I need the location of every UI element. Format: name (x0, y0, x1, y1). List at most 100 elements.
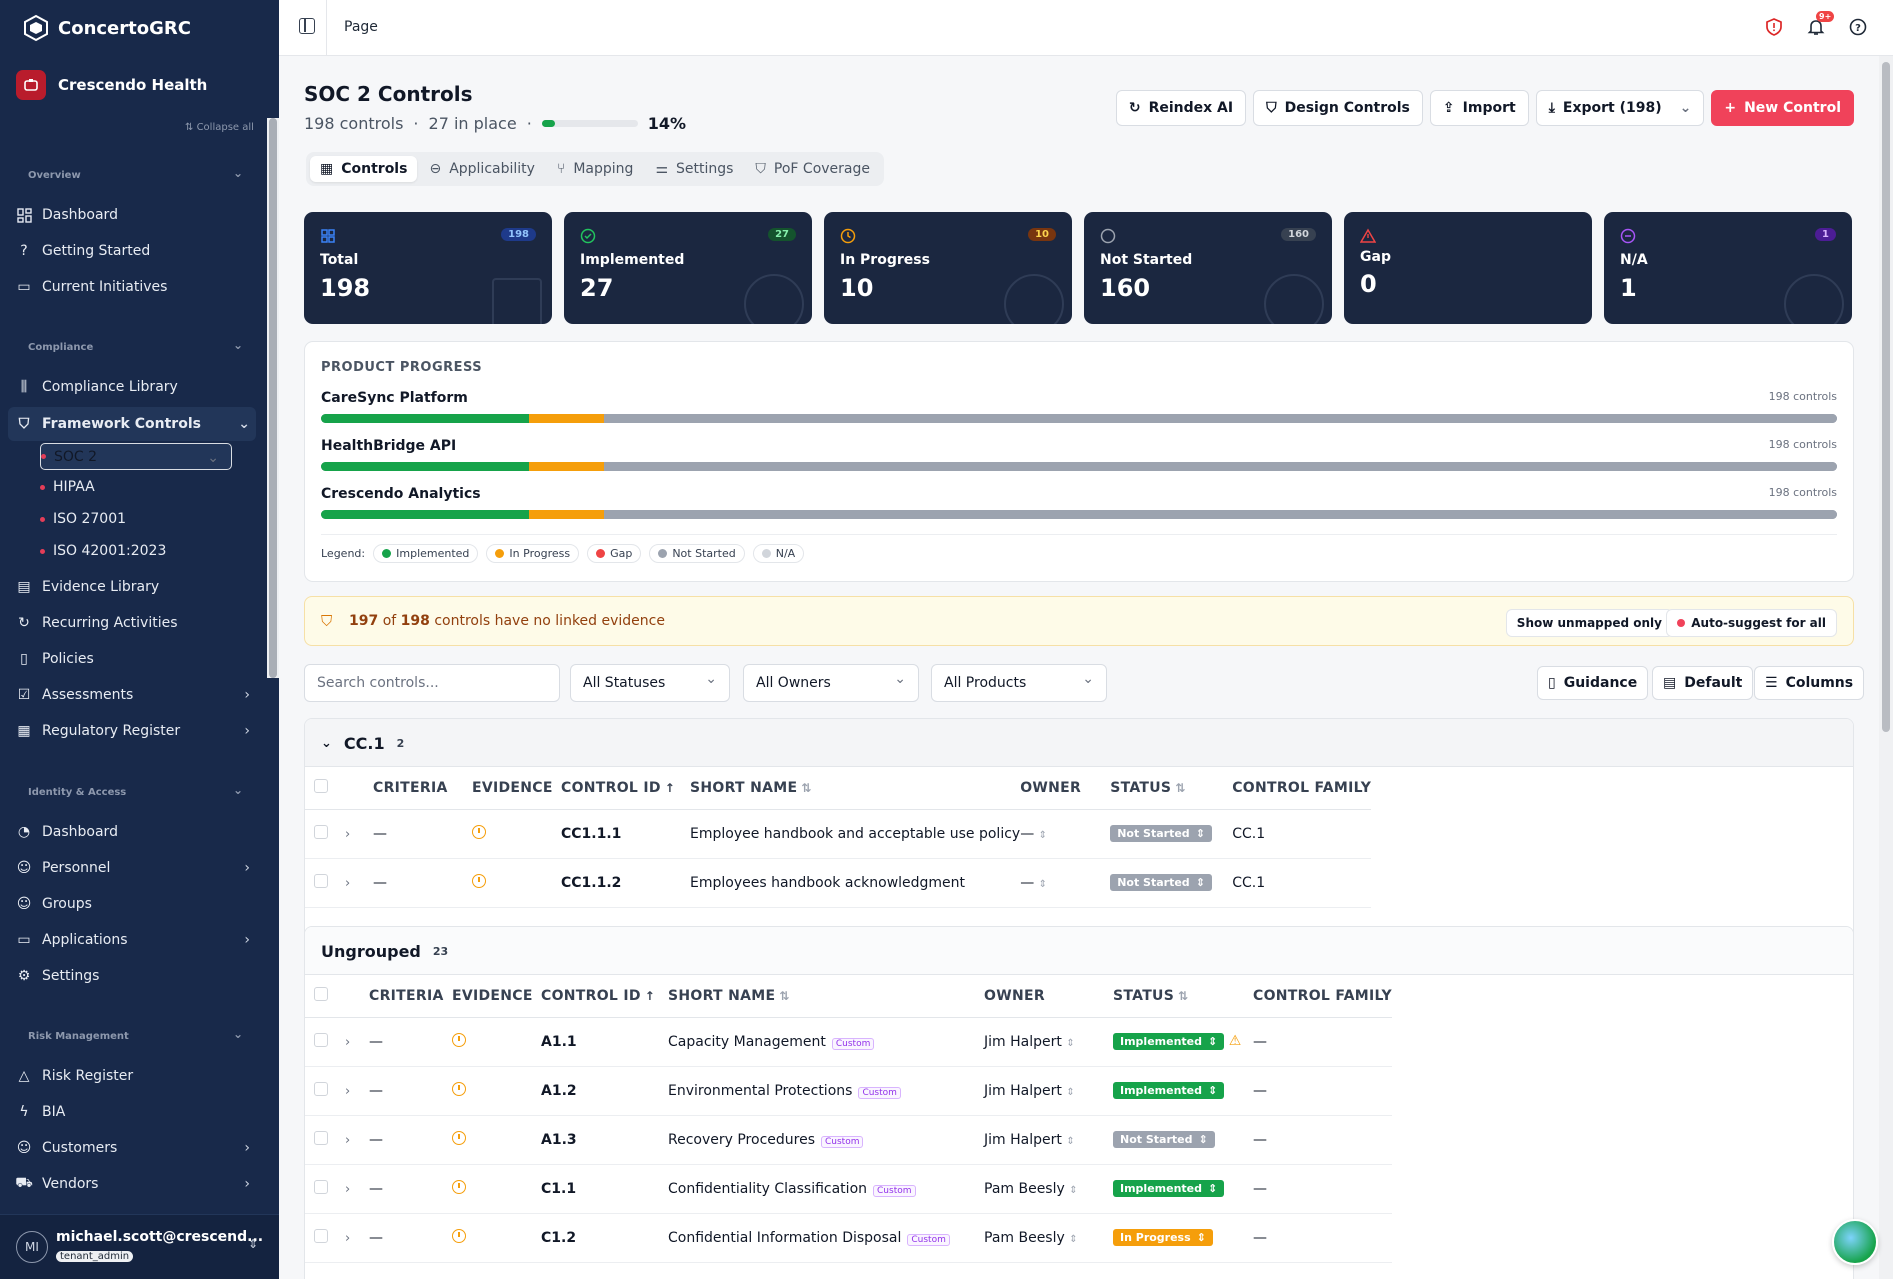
chevron-right-icon[interactable]: › (345, 1083, 351, 1099)
tenant-switcher[interactable]: Crescendo Health (16, 70, 207, 100)
col-criteria[interactable]: CRITERIA (373, 767, 472, 810)
control-id-cell[interactable]: A1.3 (541, 1115, 668, 1165)
chevron-right-icon[interactable]: › (345, 1132, 351, 1148)
owner-cell[interactable]: Pam Beesly ⇕ (984, 1213, 1113, 1263)
select-all-checkbox[interactable] (314, 778, 328, 793)
tab-controls[interactable]: ▦ Controls (310, 156, 418, 182)
status-badge[interactable]: Not Started ⇕ (1110, 825, 1212, 842)
nav-framework-controls[interactable]: ⛉ Framework Controls ⌄ (8, 407, 256, 441)
group-header[interactable]: ⌄ CC.1 2 (305, 719, 1853, 767)
nav-ia-settings[interactable]: ⚙ Settings (16, 968, 256, 984)
bell-icon[interactable] (1806, 17, 1826, 37)
col-short-name[interactable]: SHORT NAME ⇅ (668, 975, 984, 1018)
missing-evidence-icon[interactable] (452, 1228, 466, 1243)
col-owner[interactable]: OWNER (984, 975, 1113, 1018)
owner-cell[interactable]: Jim Halpert ⇕ (984, 1066, 1113, 1116)
short-name-cell[interactable]: Confidential Information Disposal Custom (668, 1213, 984, 1263)
col-status[interactable]: STATUS ⇅ (1110, 767, 1233, 810)
tab-mapping[interactable]: ⑂ Mapping (547, 156, 644, 182)
short-name-cell[interactable]: Capacity Management Custom (668, 1017, 984, 1067)
missing-evidence-icon[interactable] (472, 873, 486, 888)
table-row[interactable]: › — C1.2 Confidential Information Dispos… (305, 1213, 1392, 1263)
stat-card-na[interactable]: 1 N/A 1 (1604, 212, 1852, 324)
product-filter-select[interactable]: All Products (931, 664, 1107, 702)
group-header[interactable]: Ungrouped 23 (305, 927, 1853, 975)
row-checkbox[interactable] (314, 1228, 328, 1243)
tab-settings[interactable]: ⚌ Settings (645, 156, 743, 182)
table-row[interactable]: › — A1.2 Environmental Protections Custom… (305, 1066, 1392, 1116)
show-unmapped-only-button[interactable]: Show unmapped only (1505, 609, 1673, 637)
section-compliance[interactable]: Compliance (28, 338, 243, 353)
missing-evidence-icon[interactable] (452, 1081, 466, 1096)
control-id-cell[interactable]: A1.1 (541, 1017, 668, 1067)
chevron-right-icon[interactable]: › (345, 1181, 351, 1197)
status-badge[interactable]: In Progress ⇕ (1113, 1229, 1213, 1246)
table-row[interactable]: › — C1.1 Confidentiality Classification C… (305, 1164, 1392, 1214)
col-short-name[interactable]: SHORT NAME ⇅ (690, 767, 1021, 810)
nav-risk-register[interactable]: △ Risk Register (16, 1068, 256, 1084)
row-checkbox[interactable] (314, 1130, 328, 1145)
guidance-button[interactable]: ▯ Guidance (1537, 666, 1649, 700)
scroll-thumb[interactable] (1882, 62, 1890, 732)
status-badge[interactable]: Not Started ⇕ (1110, 874, 1212, 891)
select-all-checkbox[interactable] (314, 986, 328, 1001)
status-badge[interactable]: Implemented ⇕ (1113, 1082, 1225, 1099)
stat-card-gap[interactable]: Gap 0 (1344, 212, 1592, 324)
table-row[interactable]: › — CC1.1.1 Employee handbook and accept… (305, 809, 1372, 859)
col-status[interactable]: STATUS ⇅ (1113, 975, 1253, 1018)
nav-evidence-library[interactable]: ▤ Evidence Library (16, 579, 256, 595)
short-name-cell[interactable]: Environmental Protections Custom (668, 1066, 984, 1116)
nav-framework-iso42001[interactable]: ISO 42001:2023 (40, 543, 166, 559)
table-row[interactable]: › — A1.1 Capacity Management Custom Jim H… (305, 1017, 1392, 1067)
chevron-right-icon[interactable]: › (345, 875, 351, 891)
user-menu[interactable]: MI michael.scott@crescend... tenant_admi… (0, 1214, 279, 1279)
search-input[interactable]: Search controls... (304, 664, 560, 702)
section-risk-management[interactable]: Risk Management (28, 1027, 243, 1042)
missing-evidence-icon[interactable] (452, 1179, 466, 1194)
row-checkbox[interactable] (314, 1032, 328, 1047)
nav-groups[interactable]: ☺ Groups (16, 896, 256, 912)
short-name-cell[interactable]: Confidentiality Classification Custom (668, 1164, 984, 1214)
control-id-cell[interactable]: A1.2 (541, 1066, 668, 1116)
default-view-button[interactable]: ▤ Default (1652, 666, 1754, 700)
owner-cell[interactable]: Pam Beesly ⇕ (984, 1164, 1113, 1214)
short-name-cell[interactable]: Recovery Procedures Custom (668, 1115, 984, 1165)
col-evidence[interactable]: EVIDENCE (472, 767, 561, 810)
sidebar-scrollbar[interactable] (267, 118, 279, 678)
scroll-thumb[interactable] (269, 118, 277, 678)
status-badge[interactable]: Implemented ⇕ (1113, 1180, 1225, 1197)
shield-alert-icon[interactable] (1764, 17, 1784, 37)
status-filter-select[interactable]: All Statuses (570, 664, 730, 702)
table-row[interactable]: › — A1.3 Recovery Procedures Custom Jim H… (305, 1115, 1392, 1165)
owner-cell[interactable]: Jim Halpert ⇕ (984, 1115, 1113, 1165)
control-id-cell[interactable]: CC1.1.1 (561, 809, 690, 859)
help-circle-icon[interactable]: ? (1848, 17, 1868, 37)
warning-icon[interactable]: ⚠ (1228, 1033, 1242, 1049)
nav-assessments[interactable]: ☑ Assessments › (16, 687, 256, 703)
chevron-right-icon[interactable]: › (345, 1034, 351, 1050)
col-control-id[interactable]: CONTROL ID ↑ (561, 767, 690, 810)
nav-compliance-library[interactable]: ⫼ Compliance Library (16, 379, 256, 395)
owner-filter-select[interactable]: All Owners (743, 664, 919, 702)
nav-policies[interactable]: ▯ Policies (16, 651, 256, 667)
nav-applications[interactable]: ▭ Applications › (16, 932, 256, 948)
nav-bia[interactable]: ϟ BIA (16, 1104, 256, 1120)
table-row[interactable]: › — CC1.1.2 Employees handbook acknowled… (305, 858, 1372, 908)
missing-evidence-icon[interactable] (452, 1130, 466, 1145)
tab-applicability[interactable]: ⊖ Applicability (419, 156, 544, 182)
row-checkbox[interactable] (314, 1179, 328, 1194)
col-criteria[interactable]: CRITERIA (369, 975, 452, 1018)
import-button[interactable]: ⇪ Import (1429, 90, 1529, 126)
nav-current-initiatives[interactable]: ▭ Current Initiatives (16, 279, 256, 295)
section-overview[interactable]: Overview (28, 166, 243, 181)
design-controls-button[interactable]: ⛉ Design Controls (1253, 90, 1423, 126)
owner-cell[interactable]: — ⇕ (1020, 809, 1111, 859)
control-id-cell[interactable]: C1.1 (541, 1164, 668, 1214)
missing-evidence-icon[interactable] (452, 1032, 466, 1047)
sidebar-toggle-icon[interactable] (299, 18, 315, 34)
collapse-all-button[interactable]: ⇅ Collapse all (185, 122, 254, 133)
short-name-cell[interactable]: Employee handbook and acceptable use pol… (690, 809, 1021, 859)
control-id-cell[interactable]: C1.2 (541, 1213, 668, 1263)
nav-vendors[interactable]: ⛟ Vendors › (15, 1175, 256, 1192)
col-owner[interactable]: OWNER (1020, 767, 1111, 810)
